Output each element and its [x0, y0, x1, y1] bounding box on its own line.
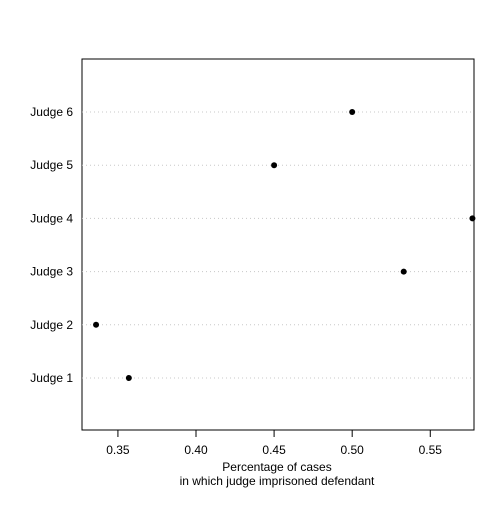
grid-lines — [82, 111, 474, 379]
x-axis-title-line-1: Percentage of cases — [222, 460, 331, 474]
x-tick-label: 0.45 — [262, 443, 286, 457]
x-tick-label: 0.35 — [106, 443, 130, 457]
category-label: Judge 6 — [30, 105, 73, 119]
data-points — [93, 109, 476, 381]
category-label: Judge 2 — [30, 318, 73, 332]
x-tick-label: 0.50 — [341, 443, 365, 457]
category-label: Judge 4 — [30, 211, 73, 225]
category-label: Judge 1 — [30, 371, 73, 385]
data-point — [349, 109, 356, 115]
x-tick-label: 0.55 — [419, 443, 443, 457]
x-axis: 0.35 0.40 0.45 0.50 0.55 — [106, 429, 443, 457]
data-point — [93, 321, 100, 328]
y-axis-labels: Judge 1 Judge 2 Judge 3 Judge 4 Judge 5 Judge… — [30, 105, 73, 385]
category-label: Judge 3 — [30, 265, 73, 279]
x-axis-title-line-2: in which judge imprisoned defendant — [180, 474, 375, 488]
data-point — [469, 215, 476, 222]
category-label: Judge 5 — [30, 158, 73, 172]
data-point — [125, 375, 132, 381]
data-point — [271, 162, 278, 169]
data-point — [400, 268, 407, 275]
plot-frame — [81, 58, 475, 431]
x-tick-label: 0.40 — [184, 443, 208, 457]
